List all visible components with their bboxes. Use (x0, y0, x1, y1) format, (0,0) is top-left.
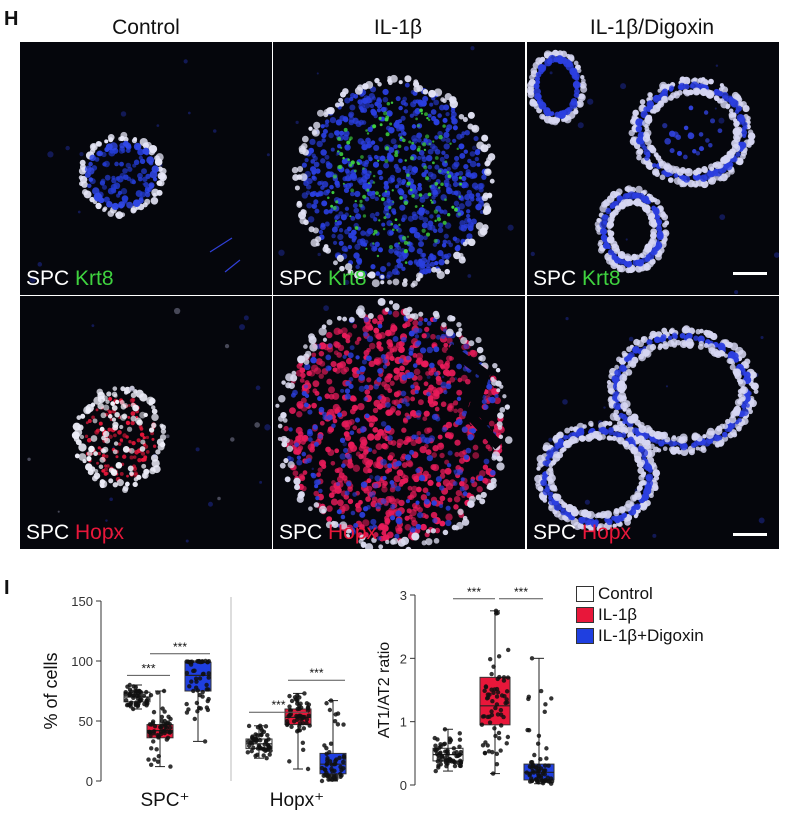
y-tick-label: 100 (71, 654, 93, 669)
significance-label: *** (141, 661, 155, 675)
box-il-1b (284, 691, 312, 772)
stain-label-marker: Hopx (328, 521, 378, 544)
stain-label-spc: SPC (279, 521, 329, 544)
significance-marker: *** (127, 661, 170, 676)
y-tick-label: 50 (79, 714, 93, 729)
legend-item-control: Control (576, 584, 653, 604)
legend-swatch-il1b (576, 607, 594, 623)
legend-item-il1b-digoxin: IL-1β+Digoxin (576, 626, 704, 646)
micrograph-il1b-digoxin-krt8: SPC Krt8 (527, 42, 779, 295)
y-axis-label: AT1/AT2 ratio (376, 642, 393, 738)
y-tick-label: 2 (400, 651, 407, 666)
y-tick-label: 1 (400, 715, 407, 730)
box-il-1b (146, 688, 174, 769)
micrograph-image (278, 46, 514, 288)
group-label: Hopx⁺ (270, 790, 324, 811)
stain-label-marker: Hopx (75, 521, 125, 544)
scale-bar (733, 272, 767, 275)
stain-label-marker: Hopx (582, 521, 632, 544)
micrograph-il1b-krt8: SPC Krt8 (273, 42, 525, 295)
box-control (245, 723, 273, 761)
column-header-il1b: IL-1β (373, 16, 423, 39)
significance-marker: *** (453, 585, 495, 600)
micrograph-image (29, 59, 270, 283)
significance-marker: *** (249, 698, 308, 713)
y-tick-label: 0 (86, 774, 93, 789)
significance-marker: *** (150, 640, 210, 655)
column-header-control: Control (112, 16, 180, 39)
micrograph-control-krt8: SPC Krt8 (20, 42, 272, 295)
box-control (123, 682, 151, 712)
box-il-1b (479, 608, 511, 776)
micrograph-image (275, 297, 513, 549)
group-label: SPC⁺ (140, 790, 189, 811)
panel-letter-i: I (4, 577, 10, 599)
stain-label: SPC Hopx (26, 521, 124, 545)
chart-percent-of-cells: 0 50 100 150 % of cells *** *** SPC⁺ *** *** Hopx⁺ (41, 594, 347, 811)
stain-label-spc: SPC (26, 267, 76, 290)
legend-label-il1b-digoxin: IL-1β+Digoxin (598, 626, 704, 645)
stain-label-spc: SPC (533, 267, 583, 290)
legend-label-control: Control (598, 584, 653, 603)
box-il-1b-digoxin (319, 698, 347, 784)
legend-swatch-il1b-digoxin (576, 628, 594, 644)
stain-label-marker: Krt8 (582, 267, 621, 290)
micrograph-control-hopx: SPC Hopx (20, 296, 272, 549)
significance-label: *** (514, 585, 528, 599)
micrograph-il1b-hopx: SPC Hopx (273, 296, 525, 549)
stain-label: SPC Krt8 (533, 267, 621, 291)
y-tick-label: 3 (400, 588, 407, 603)
box-control (432, 727, 464, 774)
stain-label-spc: SPC (533, 521, 583, 544)
micrograph-image (534, 317, 765, 538)
y-tick-label: 150 (71, 594, 93, 609)
micrograph-il1b-digoxin-hopx: SPC Hopx (527, 296, 779, 549)
stain-label: SPC Krt8 (279, 267, 367, 291)
box-il-1b-digoxin (184, 658, 212, 744)
y-tick-label: 0 (400, 778, 407, 793)
legend-label-il1b: IL-1β (598, 605, 638, 624)
significance-label: *** (467, 585, 481, 599)
legend-swatch-control (576, 586, 594, 602)
significance-marker: *** (499, 585, 543, 600)
significance-label: *** (173, 640, 187, 654)
micrograph-image (527, 49, 779, 295)
box-il-1b-digoxin (523, 656, 555, 786)
scale-bar (733, 533, 767, 536)
y-axis-label: % of cells (41, 652, 61, 729)
stain-label-marker: Krt8 (75, 267, 114, 290)
legend: Control IL-1β IL-1β+Digoxin (576, 584, 786, 654)
stain-label-marker: Krt8 (328, 267, 367, 290)
panel-letter-h: H (4, 8, 19, 30)
column-header-il1b-digoxin: IL-1β/Digoxin (589, 16, 715, 39)
legend-item-il1b: IL-1β (576, 605, 637, 625)
stain-label: SPC Hopx (533, 521, 631, 545)
stain-label: SPC Krt8 (26, 267, 114, 291)
stain-label-spc: SPC (279, 267, 329, 290)
micrograph-grid: SPC Krt8 SPC Krt8 SPC Krt8 SPC Hopx SPC Hopx… (20, 42, 779, 549)
significance-label: *** (309, 666, 323, 680)
stain-label: SPC Hopx (279, 521, 377, 545)
significance-marker: *** (288, 666, 345, 681)
chart-at1-at2-ratio: 0 1 2 3 AT1/AT2 ratio *** *** (376, 585, 555, 793)
micrograph-image (27, 307, 271, 543)
significance-label: *** (271, 698, 285, 712)
stain-label-spc: SPC (26, 521, 76, 544)
